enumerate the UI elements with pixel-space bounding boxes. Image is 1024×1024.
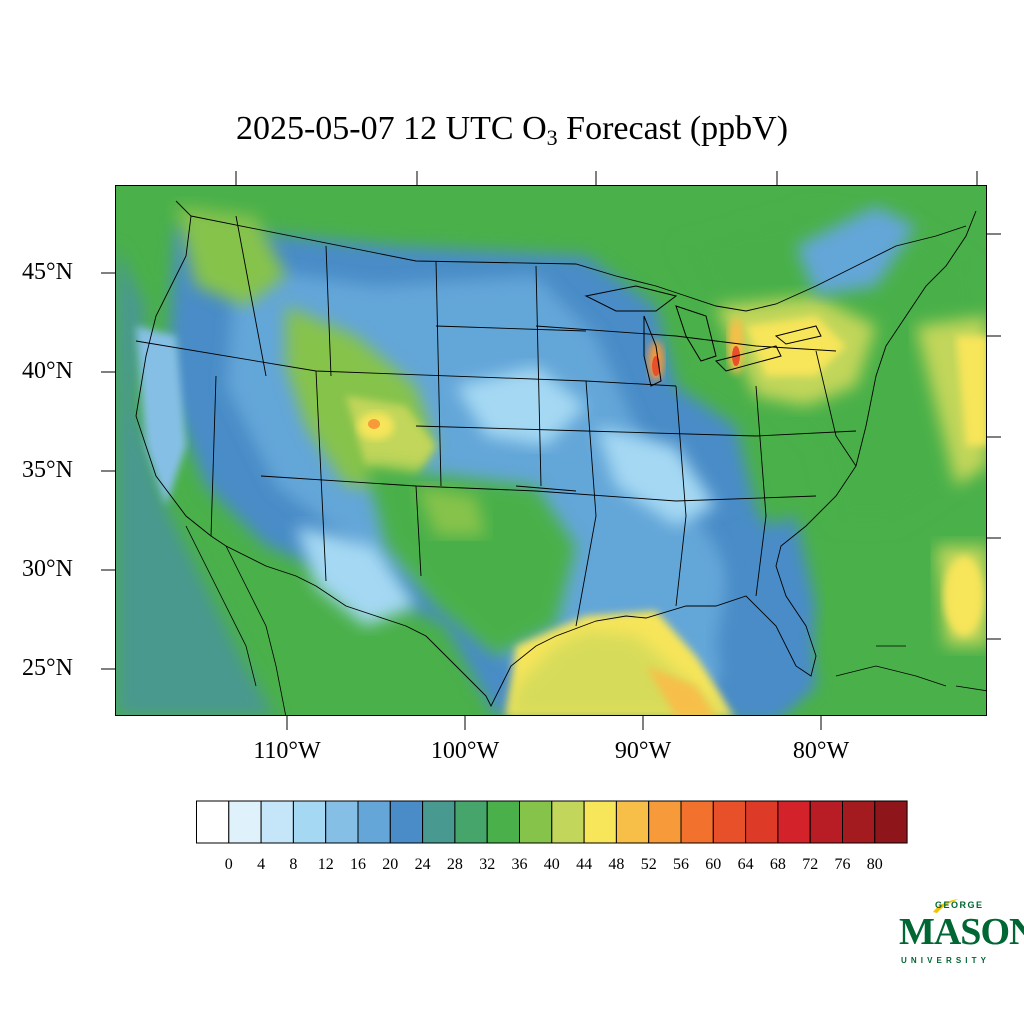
colorbar-cell — [357, 800, 391, 844]
colorbar-label: 72 — [802, 856, 819, 873]
colorbar-cell — [486, 800, 521, 844]
gmu-logo: GEORGE MASON UNIVERSITY — [895, 898, 1024, 970]
colorbar-label: 36 — [511, 856, 528, 873]
coast-lines — [185, 525, 986, 715]
colorbar-cell — [260, 800, 294, 844]
colorbar-label: 64 — [737, 856, 754, 873]
colorbar-label: 4 — [257, 856, 266, 873]
colorbar-cell — [292, 800, 327, 844]
lat-label-25: 25°N — [22, 655, 73, 681]
colorbar-label: 40 — [543, 856, 560, 873]
colorbar — [196, 800, 908, 844]
colorbar-label: 68 — [769, 856, 786, 873]
colorbar-cell — [648, 800, 682, 844]
logo-george: GEORGE — [935, 900, 984, 910]
lon-label-80w: 80°W — [792, 738, 850, 764]
colorbar-cell — [551, 800, 585, 844]
colorbar-cell — [809, 800, 844, 844]
colorbar-cell — [389, 800, 424, 844]
colorbar-cells — [196, 800, 908, 844]
colorbar-label: 80 — [866, 856, 883, 873]
lon-label-110w: 110°W — [253, 738, 321, 764]
colorbar-label: 32 — [479, 856, 496, 873]
lat-label-30: 30°N — [22, 556, 73, 582]
colorbar-label: 8 — [289, 856, 298, 873]
colorbar-cell — [583, 800, 617, 844]
colorbar-cell — [712, 800, 747, 844]
colorbar-label: 12 — [317, 856, 334, 873]
colorbar-cell — [422, 800, 456, 844]
colorbar-cell — [196, 800, 230, 844]
lon-label-90w: 90°W — [614, 738, 672, 764]
colorbar-label: 24 — [414, 856, 431, 873]
colorbar-label: 0 — [224, 856, 233, 873]
title-subscript: 3 — [546, 125, 558, 150]
colorbar-label: 48 — [608, 856, 625, 873]
lat-label-45: 45°N — [22, 259, 73, 285]
colorbar-cell — [874, 800, 908, 844]
colorbar-label: 20 — [382, 856, 399, 873]
lon-label-100w: 100°W — [430, 738, 500, 764]
colorbar-label: 28 — [446, 856, 463, 873]
colorbar-cell — [615, 800, 650, 844]
colorbar-cell — [842, 800, 876, 844]
ozone-map — [115, 185, 987, 716]
colorbar-cell — [777, 800, 811, 844]
colorbar-label: 60 — [705, 856, 722, 873]
colorbar-label: 16 — [350, 856, 366, 873]
colorbar-label: 76 — [834, 856, 851, 873]
boundary-lines — [135, 200, 977, 708]
colorbar-cell — [680, 800, 714, 844]
logo-flame-icon — [933, 899, 959, 913]
logo-university: UNIVERSITY — [901, 956, 991, 965]
great-lakes — [584, 285, 822, 387]
colorbar-label: 56 — [673, 856, 689, 873]
colorbar-cell — [519, 800, 553, 844]
map-field-svg — [116, 186, 986, 715]
colorbar-label: 52 — [640, 856, 657, 873]
colorbar-label: 44 — [576, 856, 593, 873]
colorbar-cell — [454, 800, 488, 844]
colorbar-cell — [745, 800, 779, 844]
logo-mason: MASON — [899, 911, 1024, 953]
lat-label-35: 35°N — [22, 457, 73, 483]
lat-label-40: 40°N — [22, 358, 73, 384]
colorbar-cell — [325, 800, 359, 844]
colorbar-cell — [228, 800, 262, 844]
map-title: 2025-05-07 12 UTC O3 Forecast (ppbV) — [235, 110, 789, 150]
